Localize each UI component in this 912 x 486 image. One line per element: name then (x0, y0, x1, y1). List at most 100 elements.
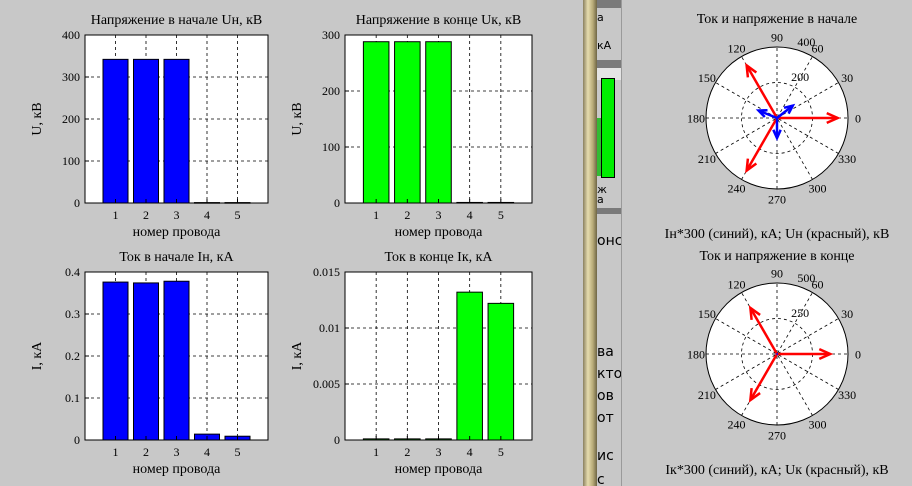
background-window-strip: а кА ж а онс ва кто ов от ис с (597, 0, 622, 486)
y-axis-label: U, кВ (30, 102, 45, 135)
angle-tick-label: 150 (698, 71, 716, 85)
x-tick-label: 5 (498, 208, 504, 222)
strip-fragment: кА (597, 39, 612, 52)
y-tick-label: 0.3 (65, 307, 80, 321)
x-axis-label: номер провода (395, 462, 484, 477)
x-tick-label: 2 (143, 208, 149, 222)
x-tick-label: 5 (235, 208, 241, 222)
angle-tick-label: 0 (855, 112, 861, 126)
y-tick-label: 300 (322, 28, 340, 42)
blue-vector-1-head (783, 103, 796, 115)
strip-border (597, 68, 621, 80)
y-tick-label: 0.1 (65, 391, 80, 405)
strip-border (597, 60, 621, 68)
bar-1 (102, 58, 129, 204)
blue-vector-1 (776, 104, 794, 119)
x-tick-label: 4 (467, 445, 473, 459)
chart-title: Напряжение в конце Uк, кВ (356, 13, 521, 28)
angle-tick-label: 0 (855, 348, 861, 362)
bar-5 (487, 302, 515, 441)
x-tick-label: 3 (436, 445, 442, 459)
red-vector-1-head (826, 111, 841, 125)
y-tick-label: 100 (62, 154, 80, 168)
x-axis-label: номер провода (133, 225, 222, 240)
strip-fragment: а (597, 193, 604, 206)
y-tick-label: 0 (74, 433, 80, 447)
x-tick-label: 4 (204, 208, 210, 222)
angle-tick-label: 90 (771, 267, 783, 281)
x-tick-label: 4 (467, 208, 473, 222)
bar-3 (163, 58, 190, 204)
x-axis-label: номер провода (133, 462, 222, 477)
x-tick-label: 3 (174, 445, 180, 459)
bar-2 (394, 41, 421, 204)
chart-title: Напряжение в начале Uн, кВ (91, 13, 263, 28)
angle-tick-label: 210 (698, 388, 716, 402)
x-tick-label: 3 (174, 208, 180, 222)
red-vector-3 (745, 117, 779, 172)
chart-title: Ток в конце Iк, кА (384, 250, 493, 265)
red-vector-2-head (748, 305, 761, 320)
angle-tick-label: 90 (771, 31, 783, 45)
angle-tick-label: 180 (687, 348, 705, 362)
strip-fragment: ж (597, 183, 607, 196)
angle-tick-label: 150 (698, 307, 716, 321)
splitter-handle[interactable] (583, 0, 597, 486)
angle-tick-label: 330 (838, 388, 856, 402)
plot-frame (84, 271, 269, 441)
red-vector-3-head (748, 388, 761, 403)
strip-fragment: ов (597, 388, 614, 404)
polar-title: Ток и напряжение в начале (697, 12, 857, 27)
strip-fragment: а (597, 11, 604, 24)
angle-tick-label: 60 (812, 277, 824, 291)
angle-tick-label: 30 (841, 71, 853, 85)
strip-green-bar (601, 78, 615, 178)
angle-tick-label: 300 (809, 418, 827, 432)
x-tick-label: 2 (404, 445, 410, 459)
red-vector-1-head (818, 347, 834, 361)
x-tick-label: 3 (436, 208, 442, 222)
y-tick-label: 300 (62, 70, 80, 84)
x-tick-label: 5 (498, 445, 504, 459)
red-vector-2-head (745, 62, 758, 78)
x-tick-label: 1 (373, 208, 379, 222)
radius-tick-label: 400 (797, 35, 815, 49)
polar-label: Iн*300 (синий), кА; Uн (красный), кВ (665, 227, 890, 242)
y-tick-label: 100 (322, 140, 340, 154)
y-tick-label: 0 (334, 433, 340, 447)
x-tick-label: 2 (404, 208, 410, 222)
strip-fragment: ис (597, 448, 614, 464)
radius-tick-label: 500 (797, 271, 815, 285)
x-tick-label: 2 (143, 445, 149, 459)
y-tick-label: 0.2 (65, 349, 80, 363)
angle-tick-label: 270 (768, 193, 786, 207)
y-tick-label: 0.015 (313, 265, 340, 279)
plot-frame (84, 34, 269, 204)
y-tick-label: 400 (62, 28, 80, 42)
angle-tick-label: 120 (728, 41, 746, 55)
angle-tick-label: 120 (728, 277, 746, 291)
bar-3 (425, 41, 452, 204)
polar-title: Ток и напряжение в конце (699, 249, 854, 264)
y-axis-label: I, кА (30, 341, 45, 370)
plot-frame (344, 34, 533, 204)
radius-tick-label: 250 (791, 306, 809, 320)
y-tick-label: 0 (334, 196, 340, 210)
red-vector-2 (745, 64, 779, 119)
chart-title: Ток в начале Iн, кА (119, 250, 234, 265)
y-tick-label: 200 (322, 84, 340, 98)
strip-fragment: кто (597, 366, 622, 382)
bar-4 (456, 291, 483, 441)
radius-tick-label: 200 (791, 70, 809, 84)
x-tick-label: 4 (204, 445, 210, 459)
blue-vector-2 (758, 109, 778, 120)
bar-2 (132, 58, 160, 204)
angle-tick-label: 240 (728, 182, 746, 196)
bar-3 (163, 280, 190, 441)
angle-tick-label: 180 (687, 112, 705, 126)
polar-label: Iк*300 (синий), кА; Uк (красный), кВ (665, 463, 888, 478)
plot-frame (344, 271, 533, 441)
bar-2 (132, 282, 160, 441)
bar-1 (102, 281, 129, 441)
